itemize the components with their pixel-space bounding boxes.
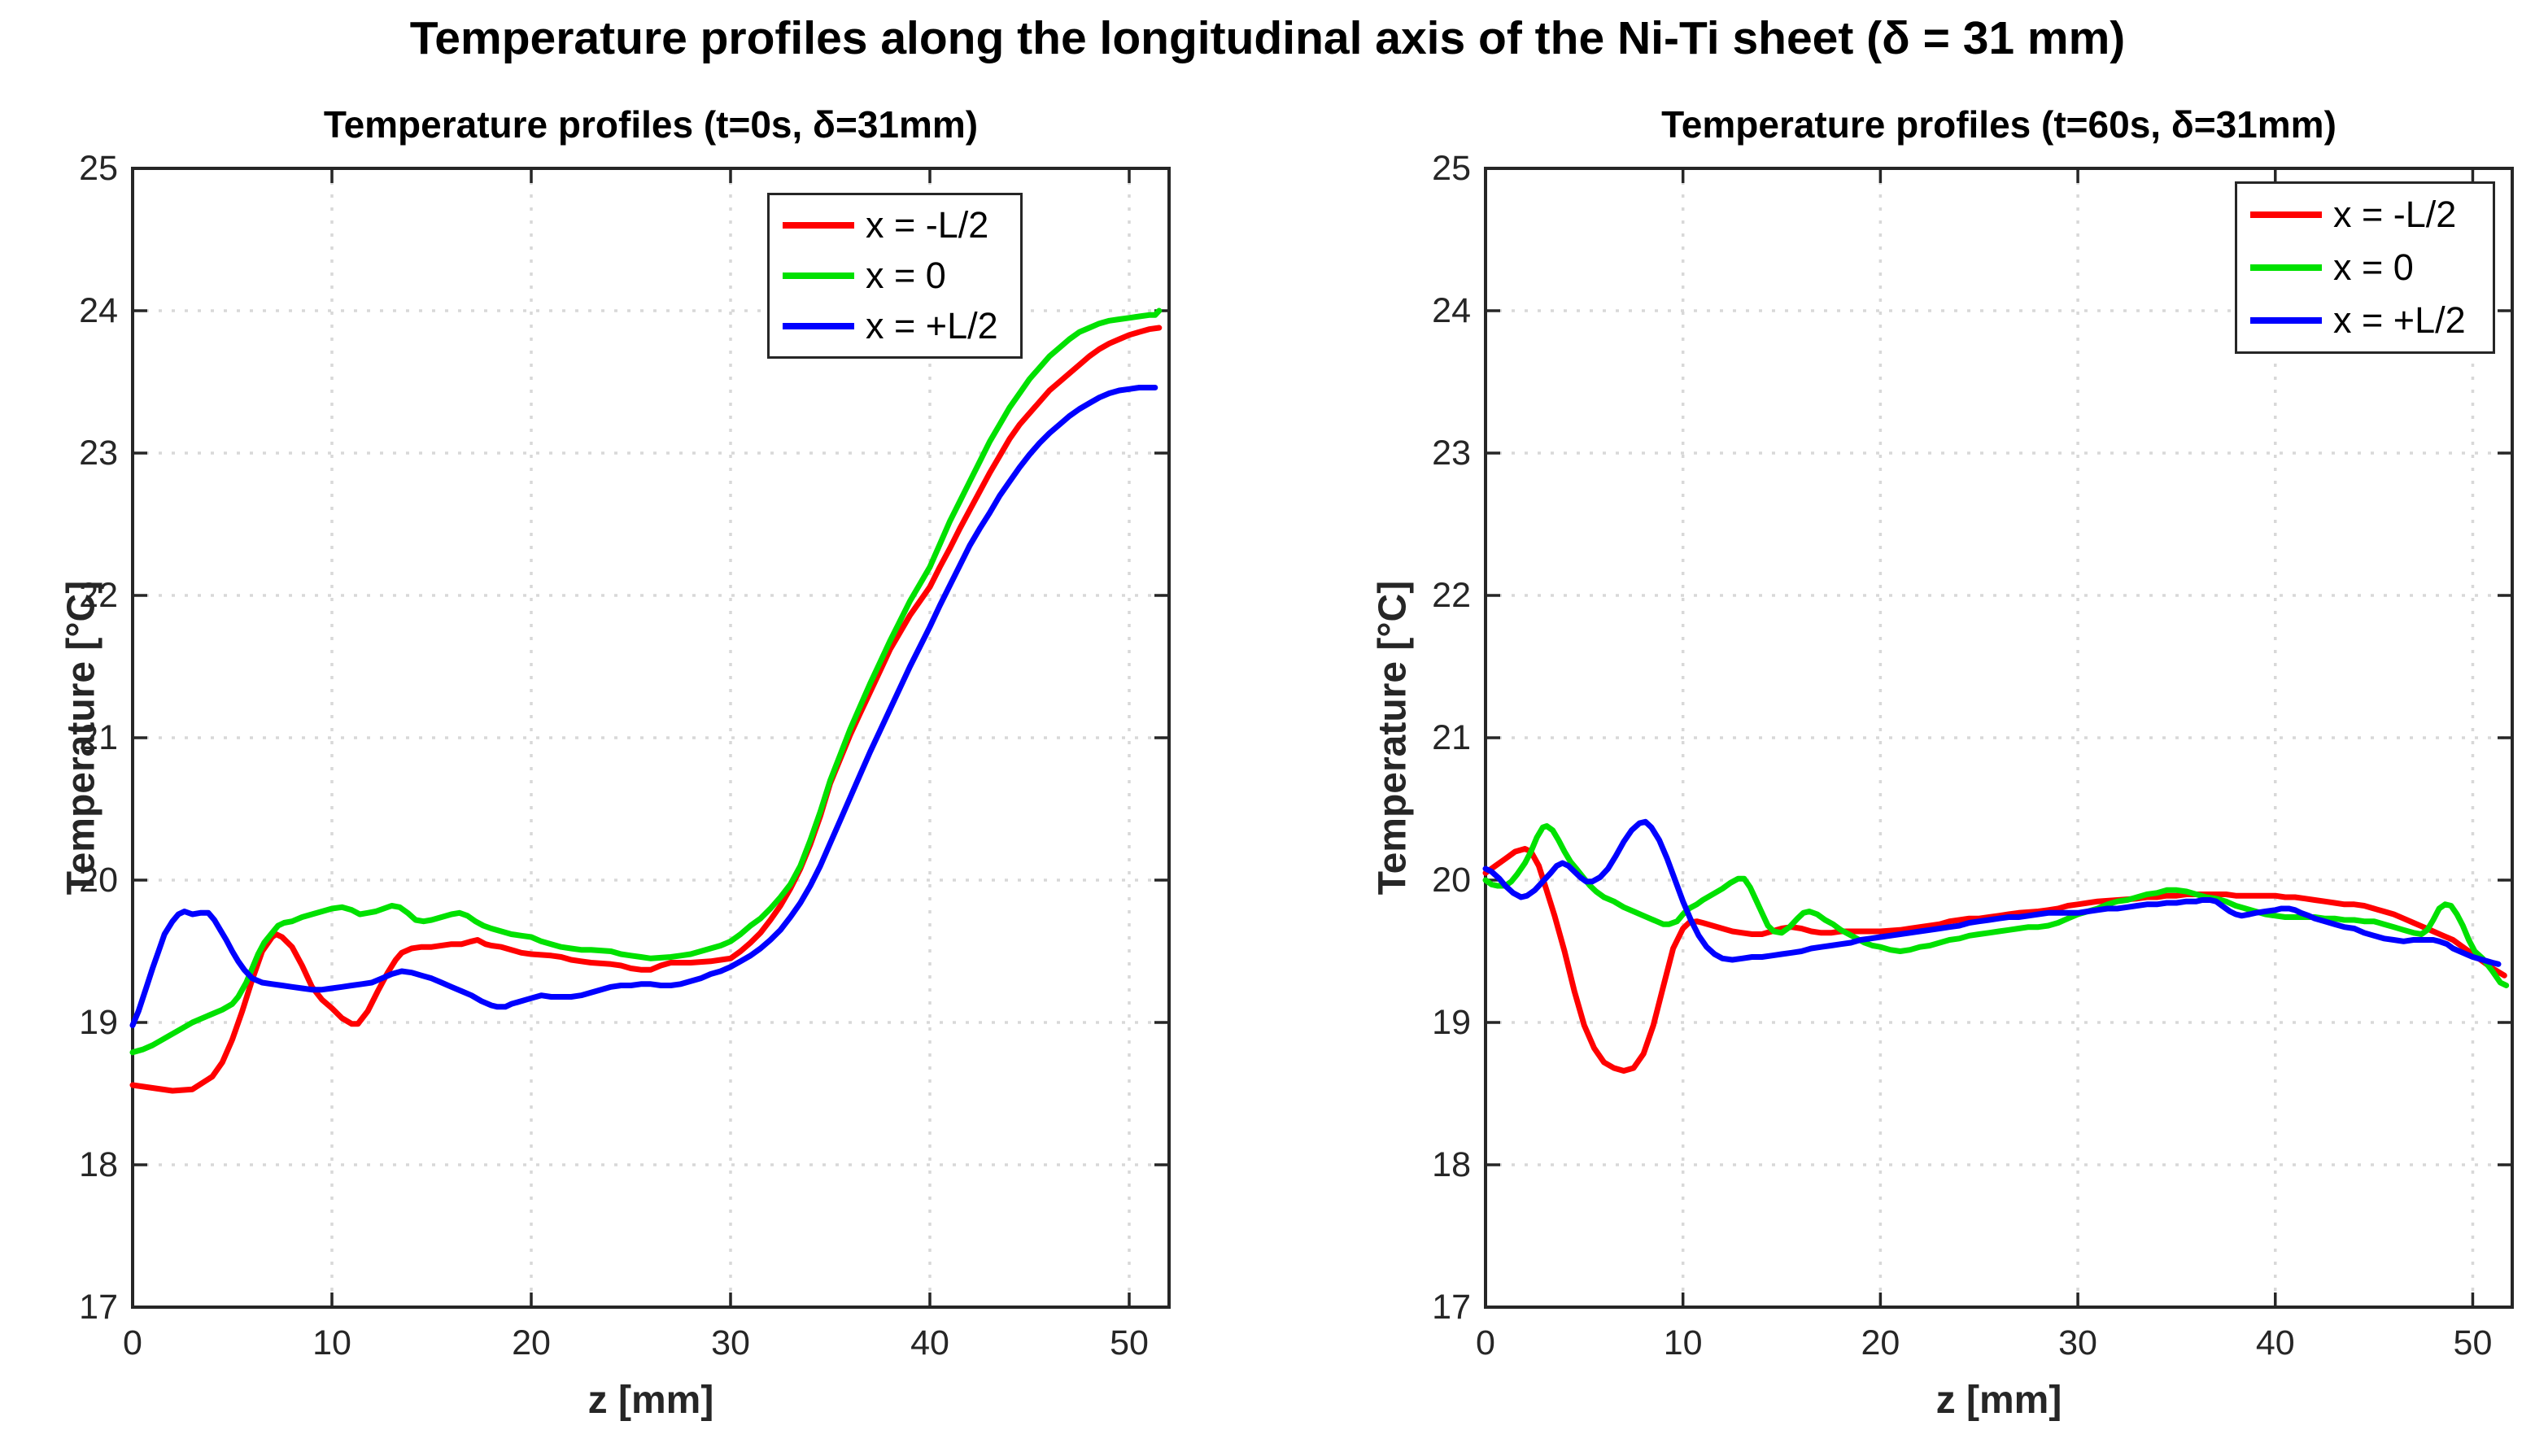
y-tick-label: 19 <box>79 1003 118 1042</box>
legend-entry: x = 0 <box>783 255 1012 297</box>
legend-entry: x = -L/2 <box>783 204 1012 246</box>
x-tick-label: 0 <box>1476 1323 1495 1362</box>
x-tick-label: 0 <box>123 1323 142 1362</box>
y-tick-label: 17 <box>79 1288 118 1327</box>
right-x-axis-label: z [mm] <box>1935 1379 2062 1422</box>
x-tick-label: 10 <box>1663 1323 1703 1362</box>
y-tick-label: 20 <box>79 861 118 900</box>
y-tick-label: 19 <box>1432 1003 1471 1042</box>
right-plot-canvas <box>1482 167 2514 1309</box>
left-plot-area <box>129 167 1171 1309</box>
right-plot-area <box>1482 167 2514 1309</box>
legend-entry-label: x = -L/2 <box>866 204 989 246</box>
series-line-x=0 <box>129 307 1163 1056</box>
legend-entry: x = -L/2 <box>2250 194 2485 236</box>
y-tick-label: 18 <box>1432 1145 1471 1184</box>
x-tick-label: 30 <box>711 1323 750 1362</box>
x-tick-label: 20 <box>1861 1323 1900 1362</box>
legend-entry-label: x = 0 <box>866 255 946 296</box>
y-tick-label: 22 <box>1432 576 1471 615</box>
y-tick-label: 24 <box>79 291 118 330</box>
subplot-left-title: Temperature profiles (t=0s, δ=31mm) <box>323 103 979 146</box>
legend-entry-label: x = +L/2 <box>2333 299 2466 341</box>
series-line-x=-L/2 <box>129 325 1163 1094</box>
y-tick-label: 23 <box>79 434 118 473</box>
legend-line-sample-icon <box>2250 264 2322 271</box>
left-x-axis-label: z [mm] <box>587 1379 714 1422</box>
legend-entry-label: x = +L/2 <box>866 305 998 347</box>
legend-entry: x = +L/2 <box>783 305 1012 347</box>
right-legend: x = -L/2 x = 0 x = +L/2 <box>2235 181 2495 354</box>
legend-entry: x = 0 <box>2250 246 2485 289</box>
y-tick-label: 25 <box>79 149 118 188</box>
y-tick-label: 21 <box>79 718 118 757</box>
axes-frame <box>131 167 1171 1309</box>
legend-line-sample-icon <box>2250 316 2322 324</box>
x-tick-label: 40 <box>2255 1323 2295 1362</box>
left-plot-canvas <box>129 167 1171 1309</box>
series-line-x=+L/2 <box>1482 818 2502 967</box>
y-tick-label: 25 <box>1432 149 1471 188</box>
legend-entry-label: x = -L/2 <box>2333 194 2457 236</box>
x-tick-label: 50 <box>1110 1323 1149 1362</box>
x-tick-label: 40 <box>910 1323 949 1362</box>
y-tick-label: 17 <box>1432 1288 1471 1327</box>
axes-frame <box>1484 167 2514 1309</box>
series-line-x=-L/2 <box>1482 846 2507 1074</box>
legend-entry-label: x = 0 <box>2333 246 2414 288</box>
legend-line-sample-icon <box>2250 211 2322 219</box>
x-tick-label: 20 <box>512 1323 551 1362</box>
left-legend: x = -L/2 x = 0 x = +L/2 <box>767 193 1023 359</box>
series-line-x=+L/2 <box>129 385 1158 1028</box>
y-tick-label: 23 <box>1432 434 1471 473</box>
y-tick-label: 20 <box>1432 861 1471 900</box>
y-tick-label: 21 <box>1432 718 1471 757</box>
x-tick-label: 50 <box>2453 1323 2493 1362</box>
y-tick-label: 24 <box>1432 291 1471 330</box>
series-line-x=0 <box>1482 823 2510 988</box>
legend-line-sample-icon <box>783 222 854 229</box>
legend-line-sample-icon <box>783 323 854 329</box>
figure-title: Temperature profiles along the longitudi… <box>409 12 2126 64</box>
x-tick-label: 10 <box>312 1323 351 1362</box>
legend-line-sample-icon <box>783 272 854 279</box>
y-tick-label: 22 <box>79 576 118 615</box>
legend-entry: x = +L/2 <box>2250 299 2485 342</box>
y-tick-label: 18 <box>79 1145 118 1184</box>
subplot-right-title: Temperature profiles (t=60s, δ=31mm) <box>1661 103 2336 146</box>
x-tick-label: 30 <box>2058 1323 2097 1362</box>
